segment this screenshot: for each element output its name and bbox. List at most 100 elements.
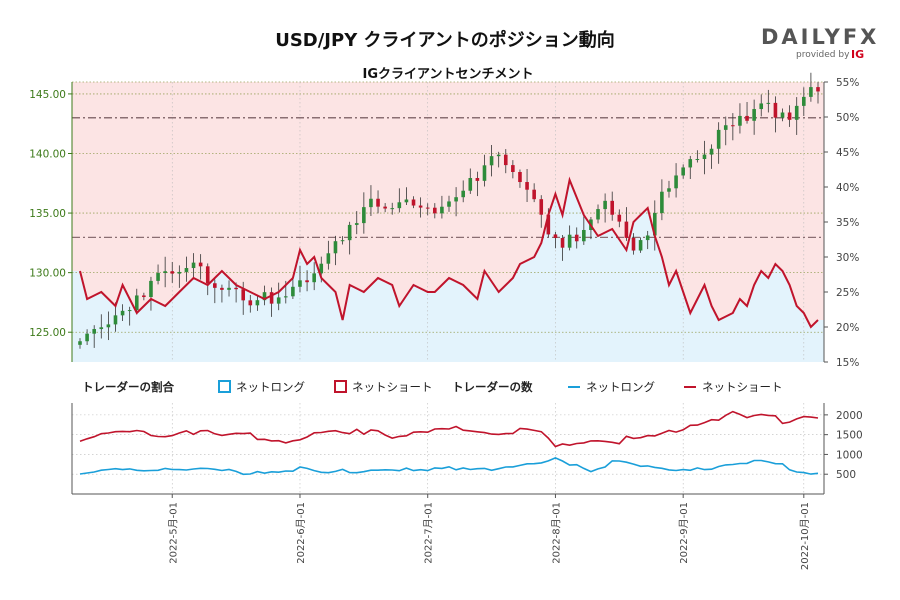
price-tick-label: 140.00 bbox=[29, 148, 66, 160]
candle-body bbox=[603, 200, 607, 210]
candle bbox=[418, 197, 423, 218]
legend-count-short-label: ネットショート bbox=[702, 380, 783, 394]
candle bbox=[440, 195, 444, 219]
candle-body bbox=[319, 263, 324, 274]
candle bbox=[220, 284, 224, 303]
candle bbox=[326, 240, 331, 270]
candle-body bbox=[276, 297, 281, 304]
candle-body bbox=[631, 237, 636, 251]
candle bbox=[170, 261, 175, 283]
pct-tick-label: 40% bbox=[836, 182, 859, 194]
candle-body bbox=[390, 208, 395, 210]
candle-body bbox=[220, 287, 224, 290]
candle-body bbox=[794, 105, 799, 120]
candle-body bbox=[447, 201, 451, 207]
date-axis: 2022-5月-01 2022-6月-01 2022-7月-01 2022-8月-01… bbox=[72, 493, 824, 570]
candle-body bbox=[440, 206, 444, 214]
price-tick-label: 130.00 bbox=[29, 268, 66, 280]
candle bbox=[610, 191, 615, 221]
candle bbox=[503, 149, 508, 174]
candle bbox=[127, 306, 132, 326]
candle bbox=[596, 204, 600, 224]
candle bbox=[652, 200, 657, 251]
candle-body bbox=[624, 221, 629, 238]
candle-body bbox=[298, 280, 302, 287]
candle bbox=[333, 235, 338, 266]
candle-body bbox=[99, 327, 104, 330]
candle bbox=[397, 188, 402, 213]
candle bbox=[425, 203, 430, 216]
candle bbox=[78, 338, 82, 349]
candle-body bbox=[652, 212, 657, 236]
candle bbox=[716, 122, 721, 164]
candle-body bbox=[802, 96, 806, 106]
candle-body bbox=[369, 198, 373, 208]
candle-body bbox=[773, 102, 778, 118]
date-tick-label: 2022-7月-01 bbox=[423, 502, 435, 564]
candle-body bbox=[234, 287, 238, 290]
legend-count-title: トレーダーの数 bbox=[452, 380, 533, 394]
candle-body bbox=[333, 241, 338, 254]
price-tick-label: 145.00 bbox=[29, 89, 66, 101]
legend: トレーダーの割合 ネットロング ネットショート トレーダーの数 ネットロング ネ… bbox=[82, 380, 783, 394]
candle-body bbox=[433, 207, 437, 214]
candle bbox=[667, 180, 671, 198]
candle-body bbox=[425, 207, 430, 209]
candle bbox=[312, 262, 316, 291]
candle-body bbox=[170, 271, 175, 274]
candle bbox=[525, 168, 529, 202]
candle bbox=[482, 154, 487, 187]
candle-body bbox=[213, 283, 217, 288]
candle bbox=[205, 263, 210, 296]
candle bbox=[248, 294, 253, 313]
pct-tick-label: 55% bbox=[836, 77, 859, 89]
candle bbox=[255, 295, 260, 311]
candle bbox=[227, 280, 231, 297]
legend-count-long-label: ネットロング bbox=[586, 380, 655, 394]
candle-body bbox=[745, 115, 749, 121]
candle-body bbox=[120, 310, 125, 316]
candle-body bbox=[723, 125, 728, 130]
candle bbox=[518, 169, 522, 188]
candle-body bbox=[78, 341, 82, 345]
price-tick-label: 135.00 bbox=[29, 208, 66, 220]
candle bbox=[191, 253, 196, 280]
candle-body bbox=[709, 148, 714, 155]
candle bbox=[142, 292, 146, 301]
candle-body bbox=[362, 207, 366, 224]
candle bbox=[447, 195, 451, 212]
candle-body bbox=[291, 286, 295, 297]
legend-long-box bbox=[218, 380, 231, 393]
candle-body bbox=[489, 156, 494, 166]
candle bbox=[85, 329, 89, 346]
count-axis: 500 1000 1500 2000 bbox=[71, 403, 863, 494]
long-count-line bbox=[79, 457, 819, 476]
count-tick-label: 500 bbox=[836, 469, 856, 481]
candle bbox=[262, 285, 267, 306]
candle-body bbox=[127, 310, 132, 312]
candle-body bbox=[532, 189, 536, 200]
legend-long-label: ネットロング bbox=[236, 380, 305, 394]
candle-body bbox=[816, 87, 820, 92]
candle bbox=[347, 221, 352, 255]
candle bbox=[241, 281, 246, 315]
candle bbox=[674, 163, 678, 198]
candle-body bbox=[184, 268, 189, 272]
svg-text:DAILYFX: DAILYFX bbox=[761, 25, 879, 49]
candle-body bbox=[617, 214, 622, 222]
candle-body bbox=[156, 273, 160, 281]
candle bbox=[603, 193, 607, 223]
candle-body bbox=[610, 200, 615, 215]
candle-body bbox=[780, 112, 785, 118]
candle-body bbox=[681, 167, 685, 176]
candle bbox=[383, 203, 387, 213]
candle-body bbox=[716, 129, 721, 149]
candle bbox=[695, 150, 700, 163]
candle-body bbox=[255, 300, 260, 306]
price-tick-label: 125.00 bbox=[29, 327, 66, 339]
date-tick-label: 2022-10月-01 bbox=[799, 502, 811, 570]
candle bbox=[291, 275, 295, 300]
candle bbox=[560, 234, 565, 261]
